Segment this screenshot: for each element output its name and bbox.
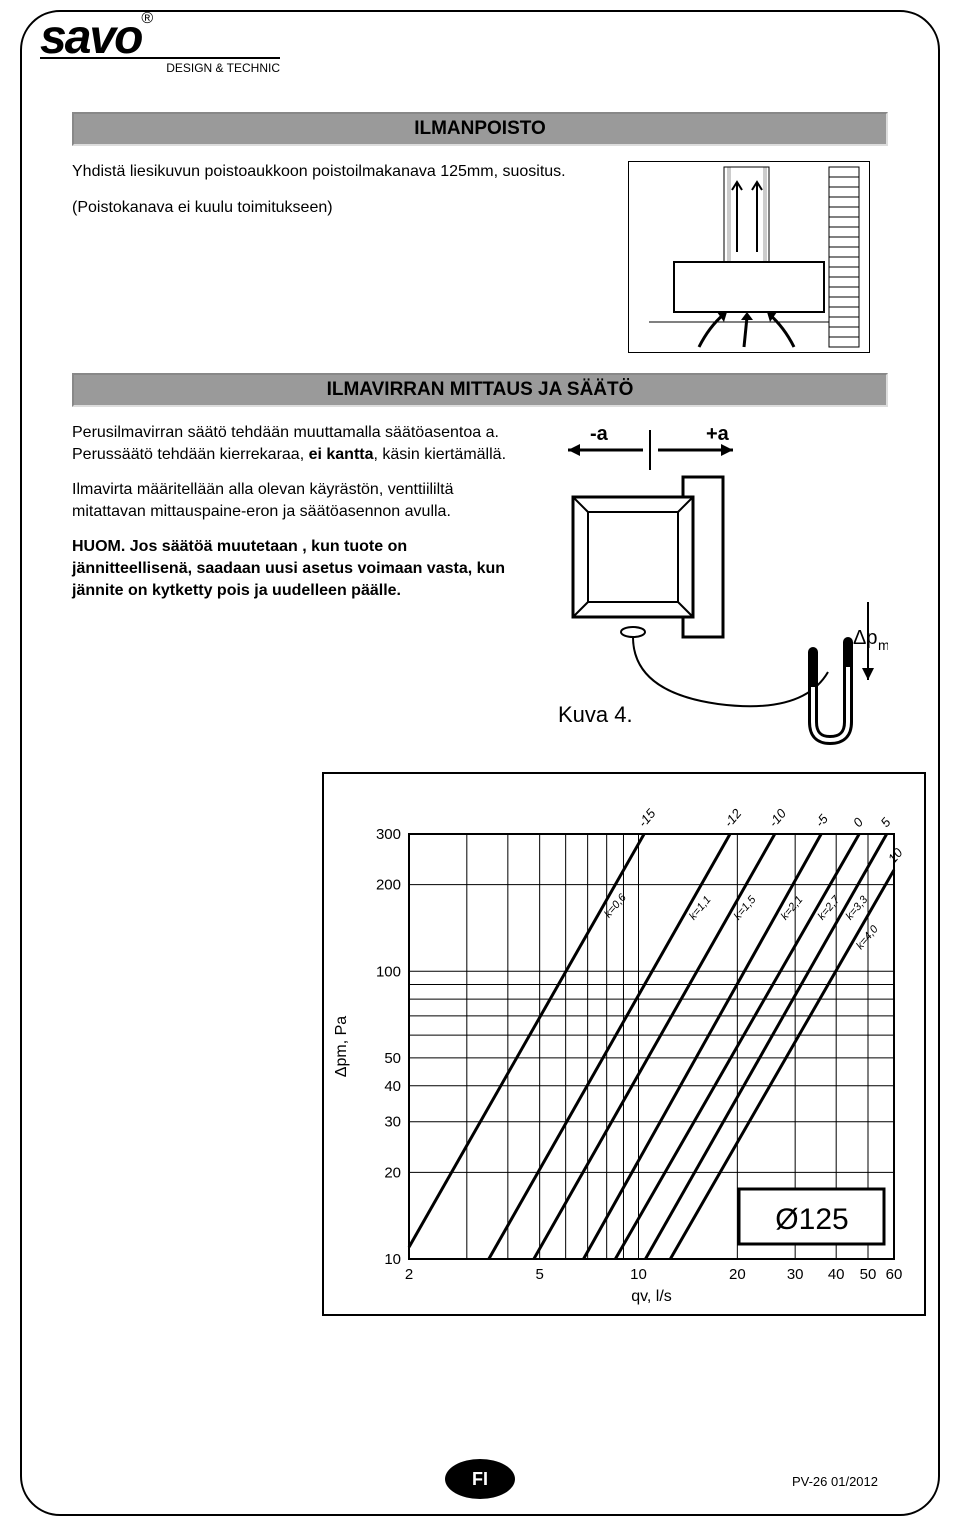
svg-text:-5: -5 (812, 811, 831, 830)
section2-p1: Perusilmavirran säätö tehdään muuttamall… (72, 422, 508, 465)
lang-badge: FI (445, 1459, 515, 1499)
svg-text:30: 30 (787, 1266, 804, 1283)
svg-text:Ø125: Ø125 (775, 1203, 848, 1236)
section2-text: Perusilmavirran säätö tehdään muuttamall… (72, 422, 508, 752)
label-minus-a: -a (590, 423, 609, 445)
section1-p2: (Poistokanava ei kuulu toimitukseen) (72, 197, 598, 219)
section1-text: Yhdistä liesikuvun poistoaukkoon poistoi… (72, 161, 598, 353)
doc-code: PV-26 01/2012 (792, 1474, 878, 1489)
label-plus-a: +a (706, 423, 730, 445)
section1-p1: Yhdistä liesikuvun poistoaukkoon poistoi… (72, 161, 598, 183)
svg-text:5: 5 (535, 1266, 543, 1283)
svg-text:20: 20 (729, 1266, 746, 1283)
svg-text:Δp: Δp (853, 627, 877, 649)
svg-text:200: 200 (376, 877, 401, 894)
svg-text:-15: -15 (635, 805, 659, 830)
svg-text:10: 10 (384, 1251, 401, 1268)
svg-text:10: 10 (885, 845, 906, 866)
svg-text:k=1,5: k=1,5 (732, 893, 759, 922)
section2-header: ILMAVIRRAN MITTAUS JA SÄÄTÖ (72, 373, 888, 407)
section1-header: ILMANPOISTO (72, 112, 888, 146)
figure-caption: Kuva 4. (558, 702, 633, 727)
exhaust-diagram (628, 161, 870, 353)
svg-text:10: 10 (630, 1266, 647, 1283)
svg-text:qv, l/s: qv, l/s (631, 1288, 672, 1305)
svg-text:40: 40 (384, 1078, 401, 1095)
svg-text:Δpm, Pa: Δpm, Pa (333, 1016, 350, 1077)
page-frame: ILMANPOISTO Yhdistä liesikuvun poistoauk… (20, 10, 940, 1516)
svg-text:300: 300 (376, 826, 401, 843)
svg-text:0: 0 (850, 814, 867, 830)
svg-text:m: m (878, 637, 888, 653)
svg-text:5: 5 (877, 814, 894, 830)
svg-text:20: 20 (384, 1164, 401, 1181)
adjustment-diagram: -a +a (538, 422, 888, 752)
svg-text:60: 60 (886, 1266, 903, 1283)
svg-text:-12: -12 (721, 805, 745, 830)
svg-text:-10: -10 (766, 805, 790, 830)
svg-text:k=1,1: k=1,1 (687, 894, 714, 923)
flow-chart: 102030405010020030025102030405060Δpm, Pa… (322, 772, 926, 1316)
svg-text:30: 30 (384, 1114, 401, 1131)
svg-text:100: 100 (376, 963, 401, 980)
svg-text:40: 40 (828, 1266, 845, 1283)
section2-p3: HUOM. Jos säätöä muutetaan , kun tuote o… (72, 536, 508, 601)
svg-text:50: 50 (384, 1050, 401, 1067)
section2-p2: Ilmavirta määritellään alla olevan käyrä… (72, 479, 508, 522)
svg-text:50: 50 (860, 1266, 877, 1283)
svg-text:2: 2 (405, 1266, 413, 1283)
svg-text:k=2,1: k=2,1 (779, 894, 806, 923)
